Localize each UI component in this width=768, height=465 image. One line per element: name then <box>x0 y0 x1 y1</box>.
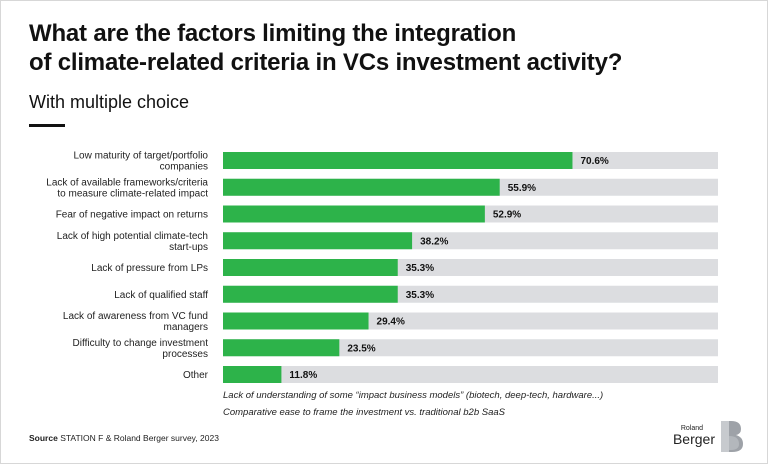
category-label: Fear of negative impact on returns <box>56 210 208 221</box>
bar <box>223 339 340 357</box>
category-label: Lack of awareness from VC fund managers <box>63 311 208 333</box>
bar <box>223 312 369 330</box>
value-label: 35.3% <box>406 290 434 301</box>
value-label: 55.9% <box>508 183 536 194</box>
category-label: Difficulty to change investment processes <box>73 338 209 360</box>
bar <box>223 205 485 223</box>
bar <box>223 178 500 196</box>
category-label: Lack of high potential climate-tech start… <box>57 231 208 253</box>
bar-track <box>223 339 718 357</box>
roland-berger-logo: Roland Berger <box>673 421 743 452</box>
value-label: 23.5% <box>347 343 375 354</box>
chart-title-line-1: What are the factors limiting the integr… <box>29 20 517 47</box>
category-label: Other <box>183 370 209 381</box>
value-label: 11.8% <box>289 370 317 381</box>
other-note-line-2: Comparative ease to frame the investment… <box>223 407 505 418</box>
bar <box>223 232 413 250</box>
source-label: Source <box>29 433 58 443</box>
value-label: 35.3% <box>406 263 434 274</box>
source-text: STATION F & Roland Berger survey, 2023 <box>60 433 219 443</box>
chart-title: What are the factors limiting the integr… <box>29 19 729 77</box>
logo-big-text: Berger <box>673 431 715 447</box>
value-label: 70.6% <box>580 156 608 167</box>
bar <box>223 259 398 276</box>
category-label: Lack of qualified staff <box>114 290 208 301</box>
chart-subtitle: With multiple choice <box>29 92 190 112</box>
category-label: Lack of pressure from LPs <box>91 263 208 274</box>
title-underline <box>29 124 65 127</box>
category-label: Lack of available frameworks/criteria to … <box>46 177 208 199</box>
bar <box>223 152 573 169</box>
bar <box>223 366 282 383</box>
value-label: 29.4% <box>377 317 405 328</box>
source-line: Source STATION F & Roland Berger survey,… <box>29 433 219 443</box>
bar <box>223 285 398 303</box>
category-label: Low maturity of target/portfolio companie… <box>73 151 208 173</box>
logo-small-text: Roland <box>681 425 703 432</box>
logo-b-mark <box>721 421 743 452</box>
other-note-line-1: Lack of understanding of some “impact bu… <box>223 390 604 401</box>
value-label: 38.2% <box>420 236 448 247</box>
bar-track <box>223 366 718 383</box>
value-label: 52.9% <box>493 210 521 221</box>
chart-title-line-2: of climate-related criteria in VCs inves… <box>29 49 623 76</box>
